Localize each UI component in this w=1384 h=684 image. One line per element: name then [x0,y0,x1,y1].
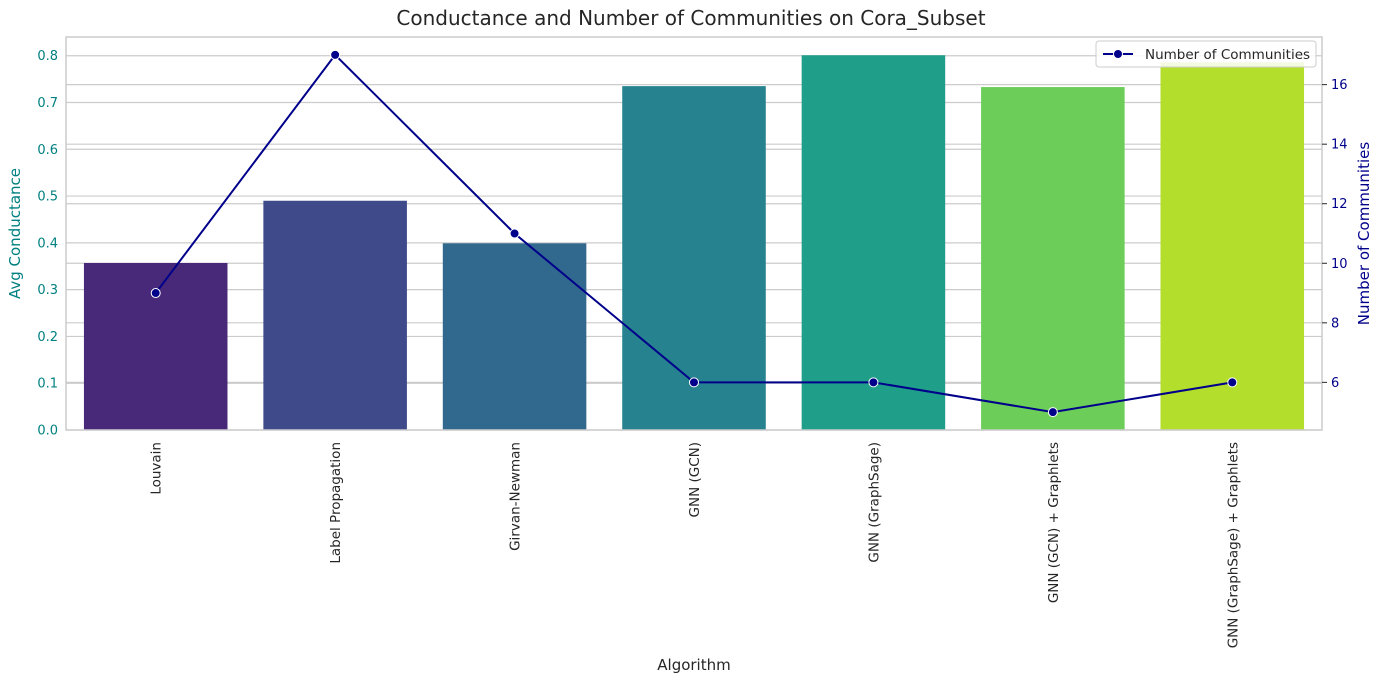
x-tick-1: Label Propagation [328,442,344,564]
legend: Number of Communities [1095,40,1317,68]
right-y-tick-3: 12 [1331,197,1348,212]
x-tick-2: Girvan-Newman [508,442,524,551]
legend-marker [1113,49,1123,59]
left-y-tick-5: 0.5 [37,190,58,205]
left-y-axis-label: Avg Conductance [6,168,24,299]
legend-box [1095,40,1317,68]
right-y-ticks: 6 8 10 12 14 16 [1322,78,1348,391]
right-y-tick-2: 10 [1331,257,1348,272]
left-y-tick-6: 0.6 [37,143,58,158]
line-point-4 [868,377,879,388]
line-point-6 [1227,377,1238,388]
legend-label: Number of Communities [1145,47,1310,63]
plot-border [65,36,1323,431]
bar-1 [263,200,407,430]
chart-title: Conductance and Number of Communities on… [396,6,985,30]
x-tick-4: GNN (GraphSage) [866,442,882,563]
bar-6 [1160,62,1305,431]
bar-5 [981,87,1125,430]
plot-frame [65,36,1323,431]
left-y-ticks: 0.0 0.1 0.2 0.3 0.4 0.5 0.6 0.7 0.8 [37,49,58,438]
left-y-tick-4: 0.4 [37,236,58,251]
line-point-2 [509,228,520,239]
bar-0 [83,262,228,430]
bar-4 [801,55,946,430]
line-series [150,49,1238,418]
left-y-tick-8: 0.8 [37,49,58,64]
left-y-tick-2: 0.2 [37,330,58,345]
x-tick-0: Louvain [149,442,165,495]
line-point-5 [1047,407,1058,418]
line-point-1 [330,49,341,60]
left-y-tick-1: 0.1 [37,377,58,392]
x-axis-label: Algorithm [657,656,730,674]
right-y-tick-0: 6 [1331,376,1339,391]
x-ticks: Louvain Label Propagation Girvan-Newman GNN… [149,442,1242,648]
bar-2 [442,243,587,430]
right-y-tick-5: 16 [1331,78,1348,93]
line-point-3 [689,377,699,388]
bar-3 [622,86,766,430]
bars [83,55,1305,431]
left-y-tick-3: 0.3 [37,283,58,298]
right-y-axis-label: Number of Communities [1355,142,1373,326]
left-y-tick-0: 0.0 [37,424,58,439]
x-tick-5: GNN (GCN) + Graphlets [1046,442,1062,603]
x-tick-3: GNN (GCN) [687,442,703,517]
right-y-tick-4: 14 [1331,138,1348,153]
line-point-0 [150,288,161,299]
left-y-tick-7: 0.7 [37,96,58,111]
right-y-tick-1: 8 [1331,316,1339,331]
x-tick-6: GNN (GraphSage) + Graphlets [1225,442,1241,648]
